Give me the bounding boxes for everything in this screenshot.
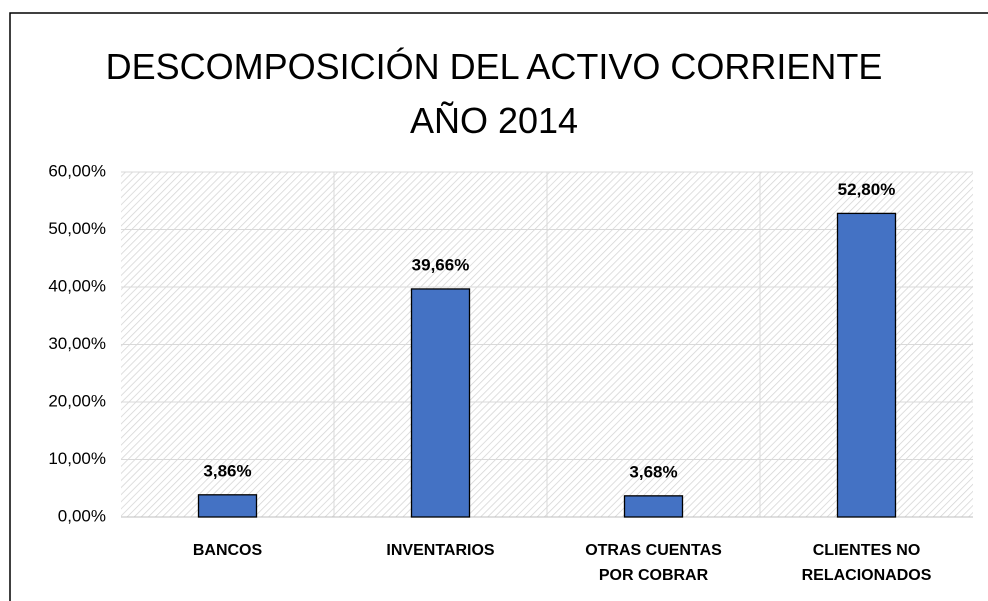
bar <box>197 494 258 518</box>
bar <box>836 212 897 518</box>
bar <box>623 495 684 518</box>
y-tick-label: 30,00% <box>48 334 106 353</box>
y-tick-label: 0,00% <box>58 506 106 525</box>
x-tick-label: OTRAS CUENTAS POR COBRAR <box>585 542 722 584</box>
chart-title: DESCOMPOSICIÓN DEL ACTIVO CORRIENTE AÑO … <box>105 46 883 141</box>
x-tick-label: BANCOS <box>192 542 263 559</box>
y-tick-label: 20,00% <box>48 391 106 410</box>
chart-border <box>9 12 988 601</box>
x-tick-label: INVENTARIOS <box>386 542 495 559</box>
data-label: 39,66% <box>412 255 470 274</box>
y-tick-label: 60,00% <box>48 161 106 180</box>
y-tick-label: 40,00% <box>48 276 106 295</box>
y-tick-label: 10,00% <box>48 449 106 468</box>
data-label: 3,86% <box>203 461 251 480</box>
y-tick-label: 50,00% <box>48 219 106 238</box>
x-tick-label: CLIENTES NO RELACIONADOS <box>801 542 932 584</box>
bar <box>410 288 471 518</box>
data-label: 52,80% <box>838 180 896 199</box>
data-label: 3,68% <box>629 462 677 481</box>
